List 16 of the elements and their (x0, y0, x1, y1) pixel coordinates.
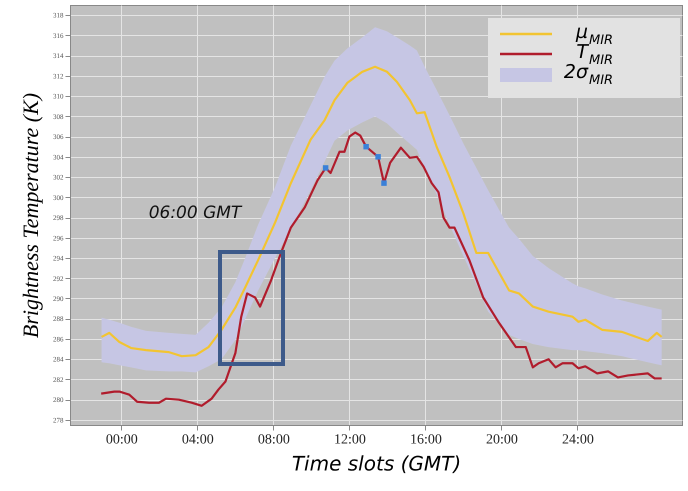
annotation: 06:00 GMT (148, 203, 243, 223)
point (322, 165, 328, 171)
x-tick-label: 12:00 (334, 432, 366, 448)
x-tick-label: 16:00 (410, 432, 442, 448)
line-series (100, 66, 663, 358)
x-tick-label: 20:00 (486, 432, 518, 448)
point (381, 180, 387, 186)
point (375, 154, 381, 160)
x-tick-label: 24:00 (562, 432, 594, 448)
line-series (100, 131, 663, 407)
x-tick-label: 00:00 (106, 432, 138, 448)
y-axis-title: Brightness Temperature (K) (18, 92, 43, 338)
x-tick-label: 08:00 (258, 432, 290, 448)
x-tick-label: 04:00 (182, 432, 214, 448)
x-axis-title: Time slots (GMT) (292, 452, 462, 476)
point (363, 144, 369, 150)
